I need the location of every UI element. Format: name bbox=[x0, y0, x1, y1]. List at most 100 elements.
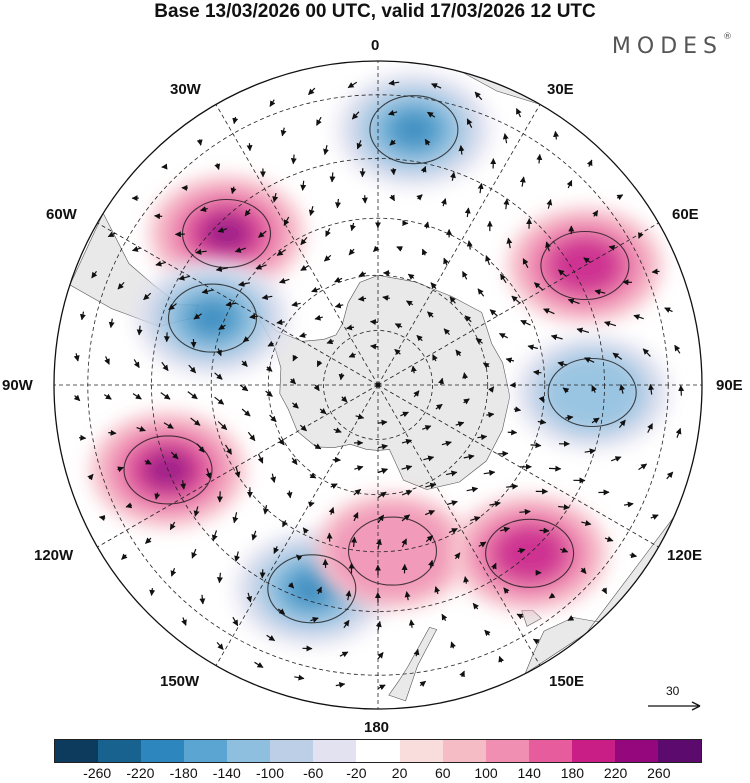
wind-arrow bbox=[650, 514, 659, 520]
wind-arrow bbox=[431, 83, 442, 89]
wind-arrow bbox=[346, 324, 355, 331]
wind-arrow bbox=[443, 257, 449, 266]
wind-arrow bbox=[302, 527, 309, 534]
colorbar-segment-11 bbox=[485, 740, 529, 762]
wind-arrow bbox=[214, 372, 223, 380]
wind-arrow bbox=[181, 617, 187, 626]
wind-arrow bbox=[449, 171, 456, 181]
wind-arrow bbox=[377, 652, 384, 660]
wind-arrow bbox=[273, 546, 280, 554]
map-boundary bbox=[53, 60, 703, 710]
wind-arrow bbox=[527, 344, 538, 351]
wind-arrow bbox=[117, 466, 124, 473]
wind-arrow bbox=[310, 616, 319, 623]
wind-arrow bbox=[300, 264, 310, 271]
wind-arrow bbox=[339, 651, 349, 658]
wind-arrow bbox=[546, 199, 553, 209]
wind-arrow bbox=[413, 648, 420, 657]
wind-arrow bbox=[423, 455, 435, 462]
wind-arrow bbox=[624, 501, 634, 508]
wind-arrow bbox=[377, 443, 388, 450]
wind-arrow bbox=[407, 273, 415, 280]
wind-arrow bbox=[91, 270, 98, 279]
wind-arrow bbox=[276, 319, 285, 326]
wind-arrow bbox=[335, 198, 341, 209]
wind-arrow bbox=[308, 206, 315, 216]
wind-arrow bbox=[484, 629, 491, 637]
wind-arrow bbox=[539, 527, 550, 534]
wind-arrow bbox=[136, 426, 146, 432]
colorbar-tick-label: -260 bbox=[83, 765, 112, 781]
wind-arrow bbox=[230, 186, 237, 195]
wind-arrow bbox=[251, 530, 258, 541]
wind-arrow bbox=[519, 508, 531, 515]
wind-arrow bbox=[438, 377, 444, 386]
wind-arrow bbox=[246, 592, 253, 603]
wind-arrow bbox=[343, 619, 350, 629]
wind-arrow bbox=[244, 208, 251, 217]
wind-arrow bbox=[247, 431, 256, 442]
wind-arrow bbox=[258, 230, 267, 238]
meridian-line bbox=[197, 73, 379, 386]
wind-arrow bbox=[432, 354, 438, 362]
wind-arrow bbox=[558, 269, 567, 277]
wind-arrow bbox=[79, 311, 86, 321]
wind-arrow bbox=[604, 320, 617, 327]
wind-arrow bbox=[143, 292, 152, 301]
wind-arrow bbox=[576, 327, 590, 334]
wind-arrow bbox=[239, 384, 249, 392]
colorbar-tick-label: 20 bbox=[391, 765, 408, 781]
wind-arrow bbox=[517, 548, 526, 554]
wind-arrow bbox=[170, 451, 179, 460]
wind-arrow bbox=[292, 354, 299, 362]
colorbar bbox=[54, 739, 702, 763]
wind-arrow bbox=[350, 222, 356, 232]
wind-arrow bbox=[478, 541, 487, 548]
contour-ring bbox=[540, 230, 630, 301]
brand-name: MODES bbox=[611, 34, 723, 59]
colorbar-segment-15 bbox=[657, 740, 701, 762]
wind-arrow bbox=[511, 295, 521, 304]
colorbar-tick-label: -140 bbox=[212, 765, 241, 781]
wind-arrow bbox=[276, 249, 287, 256]
wind-arrow bbox=[188, 364, 197, 374]
wind-arrow bbox=[242, 336, 250, 343]
wind-arrow bbox=[294, 674, 305, 681]
wind-arrow bbox=[316, 360, 323, 368]
colorbar-tick-label: -60 bbox=[303, 765, 324, 781]
wind-arrow bbox=[370, 343, 379, 350]
wind-arrow bbox=[445, 470, 458, 477]
colorbar-segment-12 bbox=[528, 740, 572, 762]
wind-arrow bbox=[131, 246, 141, 252]
wind-arrow bbox=[616, 194, 624, 201]
wind-arrow bbox=[502, 133, 509, 144]
contour-ring bbox=[547, 357, 637, 428]
wind-arrow bbox=[401, 514, 411, 522]
wind-arrow bbox=[309, 472, 317, 479]
wind-arrow bbox=[103, 393, 112, 400]
wind-arrow bbox=[308, 87, 316, 96]
wind-arrow bbox=[455, 421, 465, 428]
wind-arrow bbox=[427, 311, 434, 318]
wind-arrow bbox=[351, 536, 357, 548]
contour-ring bbox=[369, 95, 459, 165]
wind-arrow bbox=[323, 145, 329, 156]
wind-arrow bbox=[326, 338, 334, 345]
contour-ring bbox=[347, 516, 438, 586]
lon-label-180: 180 bbox=[364, 719, 390, 736]
wind-arrow bbox=[498, 655, 505, 663]
wind-arrow bbox=[136, 325, 143, 336]
wind-arrow bbox=[425, 482, 437, 489]
wind-arrow bbox=[401, 538, 407, 548]
wind-arrow bbox=[334, 302, 344, 309]
wind-arrow bbox=[241, 408, 251, 417]
wind-arrow bbox=[390, 168, 397, 176]
colorbar-tick-label: 140 bbox=[517, 765, 541, 781]
wind-arrow bbox=[389, 194, 396, 202]
wind-arrow bbox=[87, 473, 94, 481]
wind-arrow bbox=[601, 587, 608, 595]
wind-arrow bbox=[215, 266, 229, 272]
wind-arrow bbox=[377, 468, 388, 474]
wind-arrow bbox=[553, 130, 560, 140]
wind-arrow bbox=[490, 562, 497, 570]
